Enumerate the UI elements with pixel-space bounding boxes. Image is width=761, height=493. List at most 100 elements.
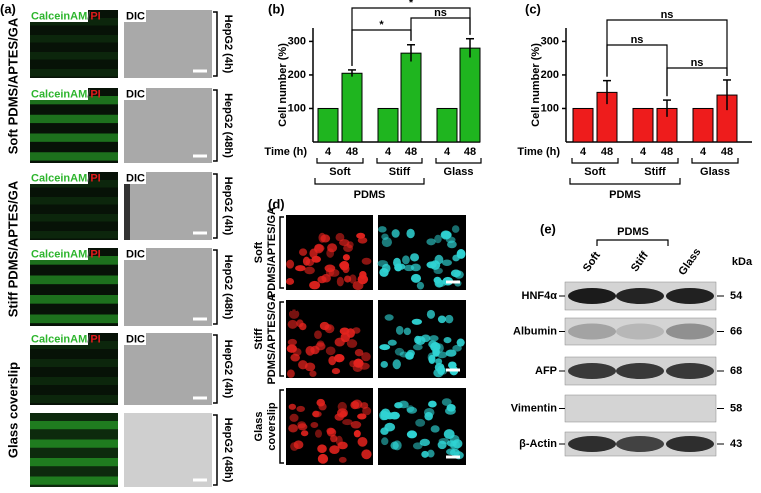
fluor-label: CalceinAM/PI — [31, 88, 101, 100]
label-box — [30, 88, 88, 100]
significance-label: * — [379, 19, 384, 31]
condition-label: HepG2 (48h) — [222, 93, 234, 158]
row-label: Glass — [253, 412, 265, 442]
protein-label: HNF4α — [522, 290, 558, 302]
nucleus — [357, 413, 367, 420]
bracket — [213, 249, 218, 325]
nucleus — [434, 234, 442, 244]
supergroup-bracket — [314, 178, 425, 185]
nucleus — [349, 274, 357, 284]
bracket — [213, 11, 218, 77]
nucleus — [326, 248, 335, 258]
lane-label: Stiff — [629, 249, 651, 274]
nucleus — [309, 280, 321, 290]
supergroup-label: PDMS — [354, 189, 386, 201]
y-tick-label: 200 — [541, 69, 559, 81]
fluor-label-part: PI — [90, 172, 100, 184]
x-axis-title: Time (h) — [517, 146, 560, 158]
nucleus — [411, 318, 423, 325]
nucleus — [403, 264, 415, 272]
fluor-label-part: PI — [90, 333, 100, 345]
nucleus — [331, 368, 341, 375]
label-box — [124, 172, 146, 184]
nucleus — [381, 237, 393, 248]
nucleus — [337, 401, 347, 412]
dic-label: DIC — [126, 88, 145, 100]
condition-label: HepG2 (4h) — [222, 340, 234, 399]
nucleus — [433, 267, 443, 275]
nucleus — [406, 349, 415, 357]
bar — [632, 107, 654, 143]
supergroup-label: PDMS — [609, 189, 641, 201]
nucleus — [357, 436, 368, 447]
nucleus — [285, 278, 295, 285]
nucleus — [392, 359, 401, 370]
bar — [377, 107, 399, 143]
cell-stripe — [30, 256, 118, 265]
fluor-label-part: CalceinAM — [31, 248, 87, 260]
group-bracket — [316, 158, 364, 164]
group-label: Stiff — [389, 166, 411, 178]
label-box — [30, 248, 88, 260]
group-bracket — [376, 158, 423, 164]
fluor-label-part: / — [87, 172, 90, 184]
nucleus — [437, 315, 447, 324]
cell-stripe — [30, 476, 118, 485]
nucleus — [335, 233, 345, 242]
significance-label: ns — [434, 7, 447, 19]
nucleus — [314, 330, 322, 339]
nucleus — [354, 348, 364, 357]
nucleus — [410, 273, 422, 283]
nucleus — [288, 403, 297, 410]
label-box — [124, 248, 146, 260]
group-bracket — [435, 158, 482, 164]
nucleus — [430, 342, 441, 352]
cell-stripe — [30, 421, 118, 430]
nucleus — [297, 421, 307, 429]
nucleus — [392, 440, 402, 451]
nucleus — [339, 260, 350, 271]
nucleus — [343, 244, 354, 252]
nucleus — [334, 354, 345, 363]
band — [616, 288, 664, 304]
fluor-label-part: / — [87, 88, 90, 100]
nucleus — [342, 419, 353, 426]
nucleus — [452, 344, 462, 352]
nucleus — [419, 438, 430, 447]
bracket — [213, 89, 218, 162]
nucleus — [325, 346, 336, 356]
blot — [564, 394, 717, 423]
nucleus — [429, 335, 439, 342]
dic-label: DIC — [126, 172, 145, 184]
lane-label: Glass — [676, 246, 703, 277]
panel-label: (e) — [540, 221, 556, 236]
nucleus — [361, 257, 372, 265]
nucleus — [387, 339, 397, 346]
nucleus — [426, 261, 437, 269]
protein-label: Vimentin — [511, 402, 558, 414]
group-bracket — [691, 158, 739, 164]
nucleus — [394, 402, 403, 409]
nucleus — [384, 314, 394, 321]
bracket — [213, 173, 218, 239]
supergroup-bracket — [569, 178, 681, 185]
nucleus — [342, 254, 350, 261]
nucleus — [380, 427, 389, 435]
blot — [564, 317, 717, 346]
nucleus — [310, 345, 320, 355]
channel-label: HNF4 — [290, 217, 320, 229]
nucleus — [353, 430, 361, 438]
y-axis-title: Cell number (%) — [277, 43, 289, 127]
label-box — [30, 333, 88, 345]
kda-label: 54 — [730, 290, 743, 302]
fluor-label-part: / — [87, 333, 90, 345]
nucleus — [443, 336, 452, 344]
nucleus — [421, 450, 429, 458]
nucleus — [456, 249, 466, 259]
condition-label: HepG2 (48h) — [222, 255, 234, 320]
x-tick-label: 4 — [700, 146, 707, 158]
nucleus — [441, 259, 452, 266]
fluor-label-part: CalceinAM — [31, 88, 87, 100]
bar — [459, 47, 481, 143]
nucleus — [287, 319, 298, 329]
